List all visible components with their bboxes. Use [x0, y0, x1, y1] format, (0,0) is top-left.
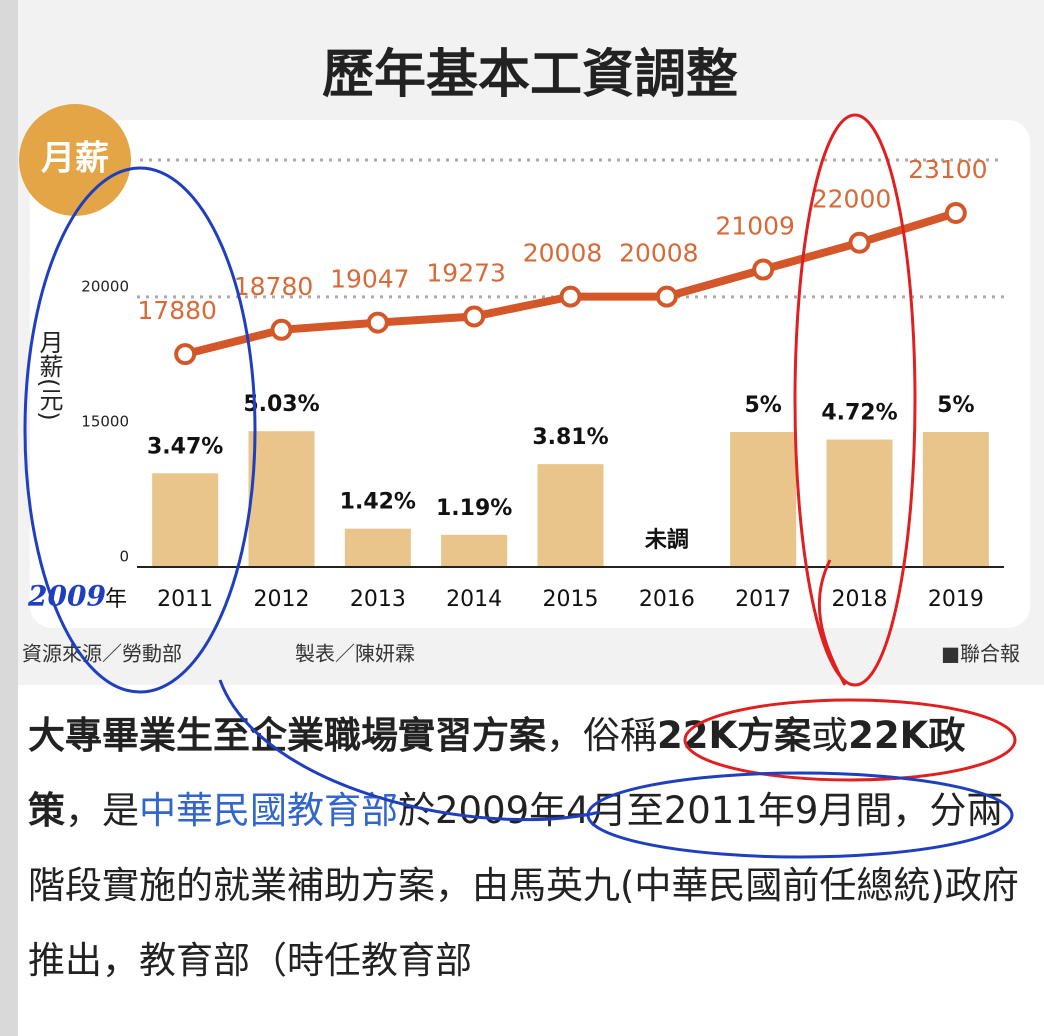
x-tick-label: 2015 — [543, 587, 599, 612]
badge-text: 月薪 — [41, 139, 109, 179]
bar — [922, 432, 989, 567]
line-point — [752, 258, 775, 281]
bar — [248, 431, 315, 567]
bar-value-label: 3.47% — [147, 434, 223, 459]
x-axis-label: 年 — [105, 587, 127, 612]
line-value-label: 20008 — [619, 239, 699, 268]
handwritten-note: 2009 — [27, 580, 106, 613]
line-value-label: 21009 — [715, 212, 795, 241]
credit: 製表／陳妍霖 — [295, 642, 415, 666]
bar-value-label: 3.81% — [532, 425, 608, 450]
bar-value-label: 1.42% — [340, 490, 416, 515]
y-tick-label: 15000 — [81, 413, 129, 431]
x-tick-label: 2011 — [157, 587, 213, 612]
x-tick-label: 2014 — [446, 587, 502, 612]
article-text: 大專畢業生至企業職場實習方案 — [28, 714, 546, 757]
bar-value-label: 5% — [744, 393, 781, 418]
bar — [344, 528, 411, 567]
line-point — [655, 285, 678, 308]
y-axis-label: 月薪(元) — [35, 330, 63, 421]
line-point — [270, 318, 293, 341]
article-text: 22K方案 — [657, 714, 812, 757]
bar — [730, 432, 797, 567]
line-point — [559, 285, 582, 308]
article-text: ，俗稱 — [546, 714, 657, 757]
bar-value-label: 5% — [937, 393, 974, 418]
line-value-label: 23100 — [908, 155, 988, 184]
x-tick-label: 2013 — [350, 587, 406, 612]
bar — [152, 473, 219, 567]
line-value-label: 20008 — [523, 239, 603, 268]
line-value-label: 22000 — [812, 185, 892, 214]
bar-value-label: 5.03% — [243, 392, 319, 417]
bar — [826, 439, 893, 567]
y-tick-label: 20000 — [81, 277, 129, 295]
line-point — [463, 305, 486, 328]
bar — [537, 464, 604, 567]
article-link[interactable]: 中華民國教育部 — [139, 789, 398, 832]
bar-value-label: 4.72% — [821, 401, 897, 426]
line-value-label: 19273 — [426, 258, 506, 287]
x-tick-label: 2016 — [639, 587, 695, 612]
line-point — [848, 231, 871, 254]
x-tick-label: 2017 — [735, 587, 791, 612]
article-text: 或 — [811, 714, 849, 757]
bar-value-label: 未調 — [645, 527, 689, 553]
chart-title: 歷年基本工資調整 — [322, 45, 738, 105]
publisher: ■聯合報 — [941, 642, 1020, 666]
line-point — [174, 343, 197, 366]
bar-value-label: 1.19% — [436, 496, 512, 521]
left-edge — [0, 0, 18, 1036]
source: 資源來源／勞動部 — [22, 642, 182, 666]
line-value-label: 19047 — [330, 265, 410, 294]
y-tick-label: 0 — [119, 548, 129, 566]
line-value-label: 18780 — [234, 272, 314, 301]
line-point — [366, 311, 389, 334]
article: 大專畢業生至企業職場實習方案，俗稱22K方案或22K政策，是中華民國教育部於20… — [28, 698, 1028, 998]
article-text: ，是 — [65, 789, 139, 832]
bar — [441, 534, 508, 567]
x-tick-label: 2019 — [928, 587, 984, 612]
line-point — [944, 202, 967, 224]
x-tick-label: 2018 — [832, 587, 888, 612]
x-tick-label: 2012 — [254, 587, 310, 612]
line-value-label: 17880 — [137, 296, 217, 325]
